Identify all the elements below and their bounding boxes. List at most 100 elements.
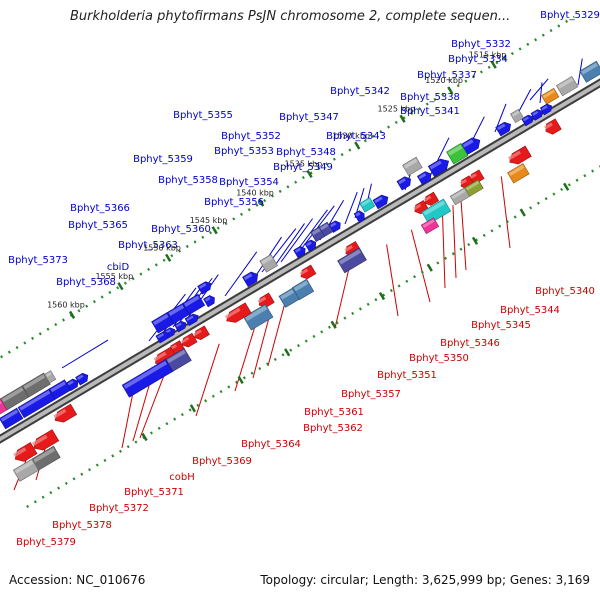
reverse-gene[interactable] (278, 287, 300, 308)
reverse-gene-label[interactable]: cobH (169, 472, 194, 483)
forward-gene-label[interactable]: Bphyt_5348 (276, 147, 336, 158)
reverse-gene-label[interactable]: Bphyt_5345 (471, 320, 531, 331)
reverse-gene[interactable] (180, 332, 198, 349)
tick-label: 1530 kbp (332, 131, 370, 140)
forward-gene[interactable] (509, 108, 524, 124)
forward-gene[interactable] (174, 320, 188, 333)
forward-gene-label[interactable]: Bphyt_5360 (151, 224, 211, 235)
reverse-gene[interactable] (420, 217, 440, 235)
reverse-gene[interactable] (192, 325, 210, 342)
forward-gene[interactable] (155, 330, 171, 344)
forward-gene[interactable] (539, 102, 553, 116)
reverse-gene-label[interactable]: Bphyt_5361 (304, 407, 364, 418)
forward-gene-label[interactable]: Bphyt_5354 (219, 177, 279, 188)
reverse-gene-label[interactable]: Bphyt_5369 (192, 456, 252, 467)
reverse-gene-label[interactable]: Bphyt_5340 (535, 286, 595, 297)
reverse-gene-label[interactable]: Bphyt_5378 (52, 520, 112, 531)
forward-gene-label[interactable]: Bphyt_5373 (8, 255, 68, 266)
reverse-gene[interactable] (543, 118, 562, 137)
forward-gene-label[interactable]: Bphyt_5365 (68, 220, 128, 231)
reverse-gene[interactable] (507, 163, 530, 184)
forward-gene-label[interactable]: Bphyt_5359 (133, 154, 193, 165)
forward-gene[interactable] (75, 371, 91, 386)
forward-gene[interactable] (427, 156, 451, 178)
forward-gene-label[interactable]: Bphyt_5358 (158, 175, 218, 186)
forward-gene-label[interactable]: Bphyt_5347 (279, 112, 339, 123)
forward-gene-label[interactable]: Bphyt_5349 (273, 162, 333, 173)
forward-gene-label[interactable]: Bphyt_5329 (540, 10, 600, 21)
tick-mark (306, 169, 313, 179)
forward-gene[interactable] (446, 143, 469, 165)
reverse-gene[interactable] (421, 198, 452, 225)
forward-gene[interactable] (151, 312, 175, 334)
forward-gene[interactable] (579, 60, 600, 83)
forward-gene-label[interactable]: Bphyt_5368 (56, 277, 116, 288)
forward-gene[interactable] (396, 175, 413, 191)
forward-gene[interactable] (242, 270, 260, 287)
forward-gene[interactable] (0, 398, 8, 418)
forward-gene[interactable] (197, 280, 214, 295)
forward-gene[interactable] (259, 254, 278, 273)
forward-gene-label[interactable]: Bphyt_5332 (451, 39, 511, 50)
forward-gene-label[interactable]: Bphyt_5356 (204, 197, 264, 208)
reverse-gene[interactable] (12, 458, 39, 482)
scale-line-lower (26, 165, 600, 508)
forward-gene-label[interactable]: Bphyt_5352 (221, 131, 281, 142)
forward-gene[interactable] (0, 407, 24, 430)
forward-gene[interactable] (555, 75, 579, 97)
reverse-gene-label[interactable]: Bphyt_5364 (241, 439, 301, 450)
reverse-gene[interactable] (422, 191, 440, 207)
reverse-gene[interactable] (30, 429, 60, 454)
reverse-gene-label[interactable]: Bphyt_5357 (341, 389, 401, 400)
forward-gene[interactable] (495, 120, 514, 137)
forward-gene[interactable] (353, 209, 367, 223)
reverse-gene[interactable] (256, 292, 275, 310)
forward-gene[interactable] (530, 108, 544, 121)
reverse-gene[interactable] (12, 442, 38, 465)
reverse-gene[interactable] (121, 358, 174, 398)
reverse-gene-label[interactable]: Bphyt_5379 (16, 537, 76, 548)
forward-gene-label[interactable]: Bphyt_5338 (400, 92, 460, 103)
forward-gene-label[interactable]: Bphyt_5334 (448, 54, 508, 65)
forward-gene[interactable] (372, 193, 391, 210)
forward-gene-label[interactable]: Bphyt_5343 (326, 131, 386, 142)
forward-gene[interactable] (310, 226, 326, 242)
genome-map[interactable]: 1515 kbp 1520 kbp 1525 kbp 1530 kbp 1535 kbp… (0, 0, 600, 560)
forward-gene[interactable] (521, 113, 535, 127)
forward-gene[interactable] (203, 294, 217, 308)
forward-gene-label[interactable]: Bphyt_5353 (214, 146, 274, 157)
forward-gene[interactable] (402, 156, 423, 177)
forward-gene-label[interactable]: Bphyt_5355 (173, 110, 233, 121)
forward-gene-label[interactable]: Bphyt_5342 (330, 86, 390, 97)
reverse-gene[interactable] (507, 145, 532, 167)
reverse-gene-label[interactable]: Bphyt_5371 (124, 487, 184, 498)
reverse-gene[interactable] (298, 264, 317, 281)
forward-gene[interactable] (359, 197, 376, 213)
reverse-gene-label[interactable]: Bphyt_5344 (500, 305, 560, 316)
reverse-gene[interactable] (52, 403, 78, 425)
reverse-gene[interactable] (468, 169, 485, 185)
forward-gene-label[interactable]: Bphyt_5363 (118, 240, 178, 251)
forward-gene-label[interactable]: cbiD (107, 262, 130, 273)
tick-mark (211, 226, 218, 235)
forward-gene[interactable] (304, 238, 318, 252)
forward-gene[interactable] (17, 388, 56, 419)
reverse-gene-label[interactable]: Bphyt_5372 (89, 503, 149, 514)
forward-gene[interactable] (293, 245, 308, 259)
forward-gene-label[interactable]: Bphyt_5341 (400, 106, 460, 117)
reverse-gene[interactable] (223, 302, 252, 326)
forward-gene-label[interactable]: Bphyt_5337 (417, 70, 477, 81)
forward-gene-label[interactable]: Bphyt_5366 (70, 203, 130, 214)
tick-mark (68, 310, 76, 319)
forward-gene[interactable] (540, 87, 560, 105)
reverse-gene[interactable] (243, 303, 274, 331)
forward-gene[interactable] (184, 312, 200, 327)
reverse-gene[interactable] (449, 187, 470, 206)
reverse-gene-label[interactable]: Bphyt_5346 (440, 338, 500, 349)
reverse-gene-label[interactable]: Bphyt_5350 (409, 353, 469, 364)
forward-gene[interactable] (416, 170, 433, 186)
reverse-gene-label[interactable]: Bphyt_5362 (303, 423, 363, 434)
reverse-gene[interactable] (337, 247, 367, 274)
forward-gene[interactable] (44, 370, 57, 384)
reverse-gene-label[interactable]: Bphyt_5351 (377, 370, 437, 381)
